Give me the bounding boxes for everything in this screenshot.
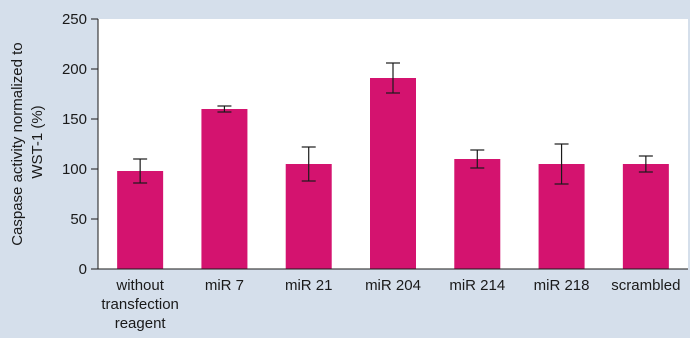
error-bar: [301, 146, 316, 182]
y-axis-label-line-2: WST-1 (%): [29, 105, 46, 178]
y-axis: 0 50 100 150 200 250: [62, 11, 688, 278]
y-tick-label: 50: [70, 211, 87, 228]
y-axis-label: Caspase activity normalized to WST-1 (%): [9, 38, 46, 246]
x-category-label: miR 218: [534, 277, 590, 294]
y-tick-label: 150: [62, 111, 87, 128]
x-category-label: miR 21: [285, 277, 333, 294]
y-tick-label: 250: [62, 11, 87, 28]
category-labels: without transfection reagent miR 7 miR 21 miR…: [101, 277, 680, 332]
y-tick-label: 100: [62, 161, 87, 178]
x-category-label: miR 214: [449, 277, 505, 294]
error-bar: [217, 105, 232, 113]
error-bars-group: [133, 62, 653, 185]
error-bar: [133, 158, 148, 184]
error-bar: [470, 149, 485, 169]
x-category-label: miR 7: [205, 277, 244, 294]
y-tick-label: 0: [79, 261, 87, 278]
error-bar: [386, 62, 400, 94]
y-tick-label: 200: [62, 61, 87, 78]
error-bar: [638, 155, 653, 173]
bar: [201, 109, 248, 269]
bar: [370, 78, 416, 269]
bar: [454, 159, 501, 269]
x-category-label: miR 204: [365, 277, 421, 294]
error-bar: [554, 143, 569, 185]
x-category-label: scrambled: [611, 277, 680, 294]
y-axis-label-line-1: Caspase activity normalized to: [9, 42, 26, 245]
x-category-label: without transfection reagent: [101, 277, 179, 332]
bar: [117, 171, 164, 269]
bar: [622, 164, 669, 269]
